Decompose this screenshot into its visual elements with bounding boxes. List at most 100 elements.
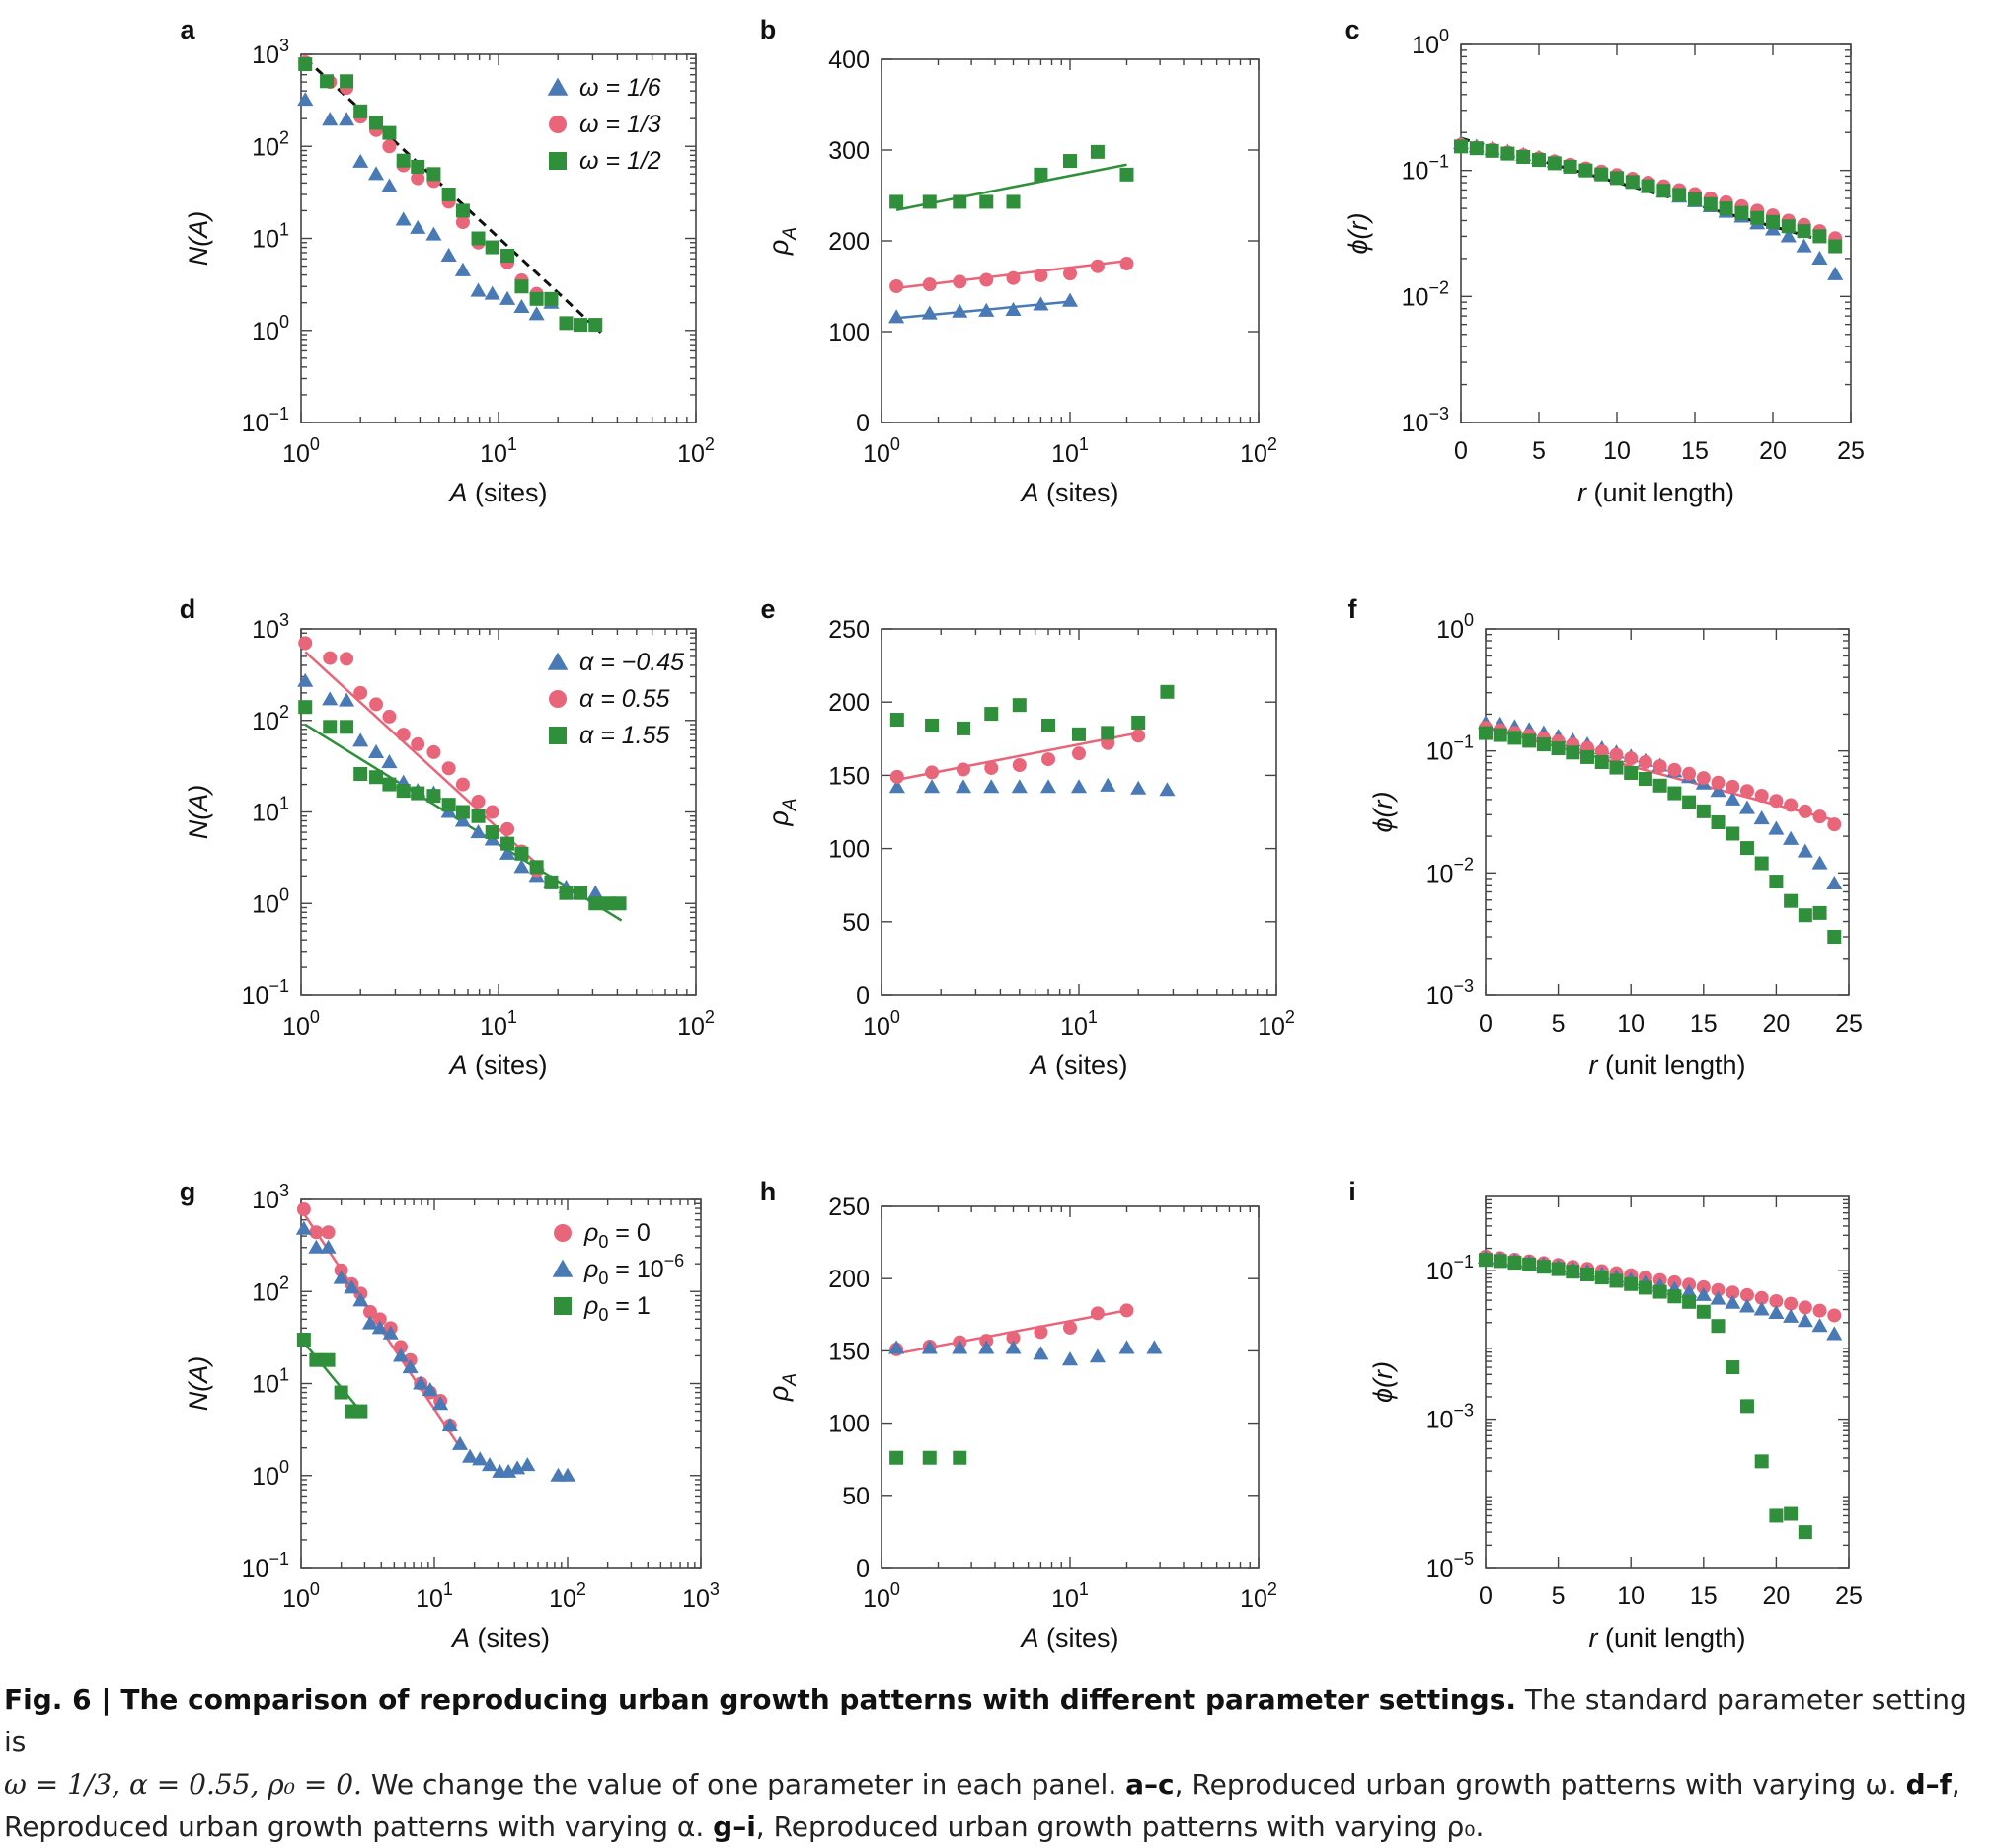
point-green bbox=[1563, 159, 1577, 174]
point-blue bbox=[1783, 1308, 1800, 1323]
y-tick-label-base: 10 bbox=[242, 1555, 269, 1582]
x-tick-label-base: 10 bbox=[282, 440, 310, 468]
point-green bbox=[1580, 1268, 1595, 1282]
y-tick-label: 100 bbox=[252, 1457, 289, 1491]
point-blue bbox=[371, 1320, 388, 1335]
y-tick-label: 100 bbox=[828, 836, 870, 864]
x-axis-var: A bbox=[1019, 1623, 1038, 1653]
point-pink bbox=[1594, 744, 1609, 759]
point-green bbox=[1726, 826, 1740, 841]
x-tick-label: 15 bbox=[1690, 1010, 1718, 1038]
point-pink bbox=[1682, 766, 1697, 781]
legend-sup: −6 bbox=[664, 1251, 685, 1270]
point-green bbox=[500, 836, 515, 851]
y-tick-label-base: 10 bbox=[252, 133, 279, 161]
point-pink bbox=[889, 279, 904, 293]
point-blue bbox=[425, 226, 442, 241]
point-green bbox=[441, 798, 456, 812]
point-blue bbox=[983, 779, 1000, 794]
legend-marker-blue bbox=[547, 652, 569, 670]
point-blue bbox=[1753, 809, 1770, 825]
point-green bbox=[323, 720, 338, 734]
x-axis-var: r bbox=[1588, 1623, 1598, 1653]
point-green bbox=[559, 316, 574, 331]
point-blue bbox=[952, 1340, 968, 1354]
point-green bbox=[1578, 163, 1593, 178]
x-tick-label-exp: 2 bbox=[705, 434, 715, 454]
x-tick-label: 101 bbox=[1051, 1579, 1089, 1613]
point-blue bbox=[432, 1396, 449, 1411]
panel-letter-g: g bbox=[180, 1177, 196, 1206]
y-tick-label: 10−3 bbox=[1426, 976, 1474, 1010]
point-blue bbox=[1768, 1304, 1785, 1319]
point-blue bbox=[295, 1220, 312, 1235]
y-tick-label: 400 bbox=[828, 46, 870, 74]
point-blue bbox=[410, 219, 426, 234]
point-blue bbox=[308, 1239, 325, 1254]
point-pink bbox=[1034, 268, 1048, 282]
point-pink bbox=[1711, 775, 1726, 790]
y-tick-label: 100 bbox=[1436, 610, 1474, 644]
x-tick-label-exp: 1 bbox=[1079, 1579, 1089, 1599]
point-blue bbox=[587, 885, 604, 899]
point-green bbox=[573, 886, 587, 900]
y-tick-label: 10−1 bbox=[1426, 1252, 1474, 1285]
point-green bbox=[1160, 684, 1175, 699]
point-pink bbox=[1034, 1325, 1048, 1340]
point-green bbox=[1516, 149, 1531, 164]
legend-sub: 0 bbox=[598, 1232, 608, 1252]
point-green bbox=[1522, 1257, 1537, 1271]
x-tick-label: 102 bbox=[677, 1007, 715, 1040]
point-blue bbox=[333, 1270, 349, 1284]
y-tick-label-base: 10 bbox=[252, 1371, 279, 1399]
point-blue bbox=[352, 1292, 369, 1307]
point-green bbox=[514, 279, 529, 294]
point-green bbox=[1638, 1280, 1652, 1295]
x-axis-unit: (sites) bbox=[468, 478, 548, 507]
y-tick-label-exp: 0 bbox=[1464, 610, 1474, 630]
legend-marker-green bbox=[554, 1297, 572, 1315]
point-blue bbox=[322, 691, 339, 706]
y-tick-label: 50 bbox=[842, 909, 870, 937]
point-green bbox=[382, 777, 397, 792]
y-tick-label-base: 10 bbox=[252, 800, 279, 827]
y-tick-label-exp: −5 bbox=[1453, 1549, 1474, 1569]
y-tick-label-exp: 1 bbox=[279, 1365, 289, 1385]
point-pink bbox=[411, 736, 425, 751]
point-blue bbox=[1005, 301, 1022, 316]
point-green bbox=[1696, 1304, 1711, 1319]
point-green bbox=[1750, 210, 1765, 225]
y-tick-label: 50 bbox=[842, 1483, 870, 1510]
x-axis-var: r bbox=[1588, 1050, 1598, 1080]
x-tick-label: 10 bbox=[1617, 1010, 1645, 1038]
y-tick-label: 300 bbox=[828, 137, 870, 165]
point-blue bbox=[454, 812, 471, 827]
x-tick-label-base: 10 bbox=[416, 1585, 443, 1613]
point-blue bbox=[1827, 266, 1844, 280]
y-tick-label: 103 bbox=[252, 610, 289, 644]
point-blue bbox=[952, 303, 968, 318]
plot-frame-i bbox=[1485, 1195, 1850, 1569]
x-tick-label: 101 bbox=[480, 434, 517, 468]
y-tick-label-exp: 3 bbox=[279, 36, 289, 55]
y-tick-label: 10−1 bbox=[242, 976, 289, 1010]
point-blue bbox=[1033, 1346, 1049, 1360]
point-pink bbox=[922, 277, 937, 292]
y-tick-label-exp: 0 bbox=[279, 312, 289, 332]
point-green bbox=[1688, 192, 1702, 206]
point-pink bbox=[321, 1225, 336, 1240]
point-green bbox=[573, 318, 587, 333]
point-blue bbox=[470, 824, 487, 839]
x-tick-label-exp: 2 bbox=[705, 1007, 715, 1027]
panel-letter-h: h bbox=[760, 1177, 777, 1206]
point-pink bbox=[1726, 779, 1740, 794]
point-green bbox=[1090, 144, 1105, 159]
y-tick-label-base: 10 bbox=[252, 708, 279, 735]
point-pink bbox=[1827, 1308, 1842, 1323]
point-green bbox=[1812, 229, 1827, 244]
x-tick-label-exp: 1 bbox=[507, 1007, 517, 1027]
x-tick-label: 101 bbox=[1060, 1007, 1098, 1040]
point-pink bbox=[1812, 1303, 1827, 1318]
point-green bbox=[1532, 153, 1546, 168]
y-tick-label: 250 bbox=[828, 616, 870, 644]
